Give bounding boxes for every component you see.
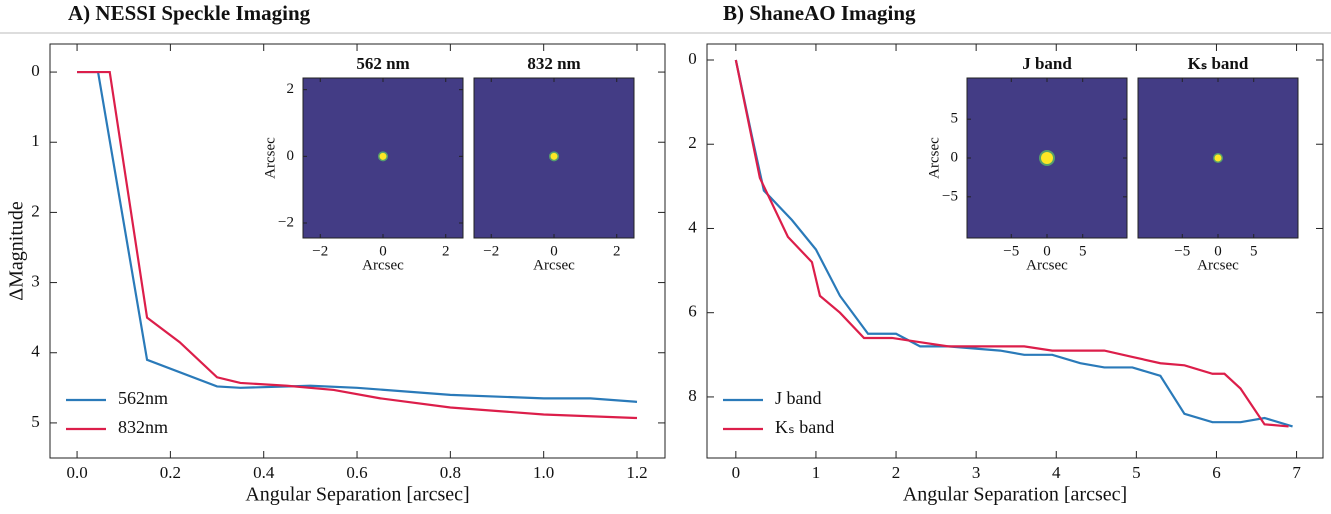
x-tick-label: 0 [1214,244,1222,260]
inset-y-label: Arcsec [926,137,942,179]
data-line [734,59,1293,428]
x-axis-label: Angular Separation [arcsec] [903,484,1127,506]
panel-title: B) ShaneAO Imaging [723,1,916,25]
x-tick-label: 0 [550,244,558,260]
inset-x-label: Arcsec [362,257,404,273]
x-tick-label: 2 [892,463,901,482]
y-tick-label: −2 [278,214,294,230]
inset-frame [1137,77,1299,239]
x-tick-label: −5 [1174,244,1190,260]
x-tick-label: −5 [1003,244,1019,260]
y-tick-label: 5 [31,412,40,431]
x-tick-label: 0.2 [160,463,181,482]
inset-core [1041,152,1053,164]
x-tick-label: 6 [1212,463,1221,482]
y-tick-label: 4 [31,342,40,361]
x-tick-label: 1 [812,463,821,482]
inset-frame [473,77,635,239]
panel-title: A) NESSI Speckle Imaging [68,1,311,25]
inset-core [1214,154,1222,162]
x-tick-label: 5 [1250,244,1258,260]
y-tick-label: 4 [688,217,697,236]
y-tick-label: 8 [688,386,697,405]
x-tick-label: 1.0 [533,463,554,482]
inset-frame [302,77,464,239]
y-tick-label: 3 [31,271,40,290]
inset-title: 832 nm [527,54,580,73]
x-axis-label: Angular Separation [arcsec] [245,484,469,506]
y-tick-label: 2 [688,133,697,152]
legend-label: J band [775,388,822,408]
y-tick-label: −5 [942,188,958,204]
y-tick-label: 0 [951,149,959,165]
x-tick-label: 7 [1292,463,1301,482]
data-line [77,70,638,403]
inset-title: Kₛ band [1188,54,1249,73]
plot-frame [706,43,1324,459]
y-tick-label: 6 [688,302,697,321]
x-tick-label: 0 [379,244,387,260]
data-line [734,59,1289,428]
x-tick-label: −2 [483,244,499,260]
x-tick-label: 0.8 [440,463,461,482]
legend-label: Kₛ band [775,417,834,437]
inset-y-label: Arcsec [262,137,278,179]
x-tick-label: 5 [1132,463,1141,482]
inset-title: 562 nm [356,54,409,73]
inset-core [550,152,558,160]
inset-x-label: Arcsec [533,257,575,273]
inset-title: J band [1022,54,1072,73]
y-tick-label: 0 [688,49,697,68]
y-tick-label: 2 [287,81,295,97]
y-tick-label: 2 [31,201,40,220]
x-tick-label: 3 [972,463,981,482]
x-tick-label: −2 [312,244,328,260]
y-tick-label: 0 [287,148,295,164]
data-line [77,70,638,420]
inset-frame [966,77,1128,239]
y-tick-label: 0 [31,61,40,80]
legend-label: 832nm [118,417,168,437]
y-tick-label: 1 [31,131,40,150]
x-tick-label: 2 [613,244,621,260]
x-tick-label: 4 [1052,463,1061,482]
x-tick-label: 2 [442,244,450,260]
inset-x-label: Arcsec [1026,257,1068,273]
inset-x-label: Arcsec [1197,257,1239,273]
x-tick-label: 0.4 [253,463,275,482]
x-tick-label: 1.2 [626,463,647,482]
legend-label: 562nm [118,388,168,408]
y-tick-label: 5 [951,111,959,127]
y-axis-label: ΔMagnitude [6,201,28,301]
x-tick-label: 0.6 [346,463,367,482]
inset-core [379,152,387,160]
x-tick-label: 0 [732,463,741,482]
x-tick-label: 0 [1043,244,1051,260]
x-tick-label: 5 [1079,244,1087,260]
x-tick-label: 0.0 [66,463,87,482]
